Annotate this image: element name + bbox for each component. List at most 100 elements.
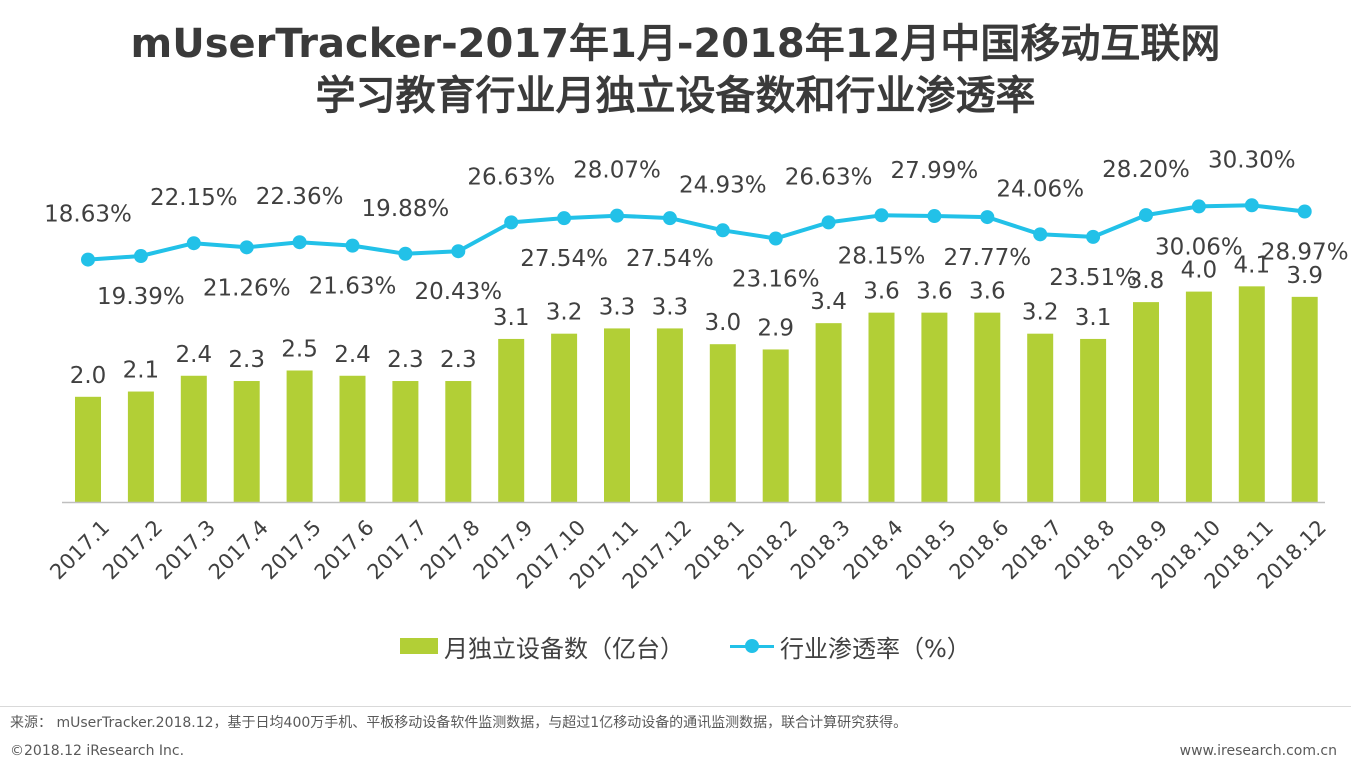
line-label-2018.8: 23.51% [1049,265,1137,291]
bar-2017.4 [233,381,260,502]
bar-2017.6 [339,375,366,502]
bar-label-2017.6: 2.4 [334,342,371,368]
line-point-2018.6 [980,210,995,225]
line-point-2017.3 [186,236,201,251]
line-point-2018.12 [1297,204,1312,219]
legend-label-penetration: 行业渗透率（%） [780,634,971,663]
bar-2018.5 [921,312,948,502]
bar-label-2018.12: 3.9 [1286,263,1323,289]
line-point-2017.8 [451,244,466,259]
bar-label-2017.3: 2.4 [176,342,213,368]
labels-layer: 2.0 2.1 2.4 2.3 2.5 2.4 2.3 2.3 3.1 3.2 3.3 3.3 3.0 2… [44,147,1348,388]
line-label-2017.4: 21.26% [203,275,291,301]
line-label-2018.10: 30.06% [1155,234,1243,260]
line-label-2017.2: 19.39% [97,284,185,310]
bar-label-2017.11: 3.3 [599,294,636,320]
line-label-2017.7: 19.88% [362,196,450,222]
line-label-2018.3: 26.63% [785,164,873,190]
line-point-2018.4 [874,208,889,223]
footer-divider [0,706,1351,707]
bar-label-2018.4: 3.6 [863,279,900,305]
line-point-2017.1 [81,252,95,267]
legend-item-devices: 月独立设备数（亿台） [400,626,684,666]
legend-item-penetration: 行业渗透率（%） [730,626,971,666]
bar-label-2018.1: 3.0 [705,310,742,336]
line-point-2018.9 [1139,208,1153,223]
line-label-2017.8: 20.43% [414,279,502,305]
bar-label-2018.8: 3.1 [1075,305,1112,331]
bar-2017.10 [551,333,578,502]
source-note: 来源： mUserTracker.2018.12，基于日均400万手机、平板移动… [10,715,908,731]
bar-label-2018.3: 3.4 [810,289,847,315]
bar-2018.9 [1133,302,1159,502]
bar-label-2017.10: 3.2 [546,300,583,326]
line-label-2018.12: 28.97% [1261,239,1349,265]
bar-2017.1 [75,396,101,502]
bar-label-2017.7: 2.3 [387,347,424,373]
bar-label-2018.2: 2.9 [757,315,794,341]
bar-label-2018.6: 3.6 [969,279,1006,305]
line-point-2018.10 [1191,199,1206,214]
line-label-2018.11: 30.30% [1208,147,1296,173]
legend-label-devices: 月独立设备数（亿台） [444,634,684,663]
bar-label-2017.4: 2.3 [228,347,265,373]
bar-2018.7 [1027,333,1054,502]
bar-label-2017.2: 2.1 [123,358,160,384]
legend-bar-swatch [400,638,438,654]
line-point-2018.11 [1244,198,1259,213]
bar-2018.6 [974,312,1001,502]
bars-layer [75,286,1318,502]
line-label-2018.7: 24.06% [996,176,1084,202]
bar-label-2017.9: 3.1 [493,305,530,331]
bar-2017.5 [286,370,313,502]
line-point-2018.8 [1086,229,1101,244]
line-label-2018.6: 27.77% [943,245,1031,271]
line-point-2017.10 [557,211,572,226]
bar-2018.12 [1291,296,1318,502]
line-point-2018.3 [821,215,836,230]
line-label-2017.6: 21.63% [309,274,397,300]
line-label-2018.2: 23.16% [732,267,820,293]
bar-2018.11 [1238,286,1265,502]
line-point-2017.4 [239,240,254,255]
line-label-2018.4: 28.15% [838,243,926,269]
bar-label-2017.12: 3.3 [652,294,689,320]
line-label-2018.1: 24.93% [679,172,767,198]
bar-2017.9 [498,338,525,502]
bar-2017.3 [180,375,207,502]
line-point-2017.6 [345,238,360,253]
line-label-2017.12: 27.54% [626,246,714,272]
line-point-2017.2 [133,249,148,264]
legend-line-swatch [730,636,774,656]
bar-2017.8 [445,381,472,502]
bar-label-2018.5: 3.6 [916,279,953,305]
line-point-2018.2 [768,231,783,246]
penetration-line [87,203,1305,262]
bar-label-2018.7: 3.2 [1022,300,1059,326]
chart-title-line-2: 学习教育行业月独立设备数和行业渗透率 [315,73,1036,119]
line-label-2017.11: 28.07% [573,158,661,184]
bar-label-2017.5: 2.5 [281,337,318,363]
line-label-2018.9: 28.20% [1102,157,1190,183]
bar-2018.8 [1080,338,1107,502]
bar-2017.12 [656,328,683,502]
line-point-2017.12 [662,211,677,226]
bar-2018.10 [1185,291,1212,502]
line-label-2017.5: 22.36% [256,184,344,210]
bar-2017.7 [392,381,419,502]
bar-2017.2 [127,391,154,502]
line-point-2017.5 [292,235,307,250]
line-point-2018.5 [927,209,942,224]
bar-label-2018.10: 4.0 [1181,258,1218,284]
line-label-2017.3: 22.15% [150,185,238,211]
legend: 月独立设备数（亿台） 行业渗透率（%） [0,626,1351,666]
line-point-2017.9 [504,215,519,230]
chart-title-line-1: mUserTracker-2017年1月-2018年12月中国移动互联网 [130,21,1221,67]
line-point-2017.11 [610,208,624,223]
bar-label-2017.8: 2.3 [440,347,477,373]
line-label-2017.9: 26.63% [467,164,555,190]
bar-2018.4 [868,312,895,502]
bar-2018.1 [709,344,736,502]
line-point-2018.1 [715,223,730,238]
chart-title: mUserTracker-2017年1月-2018年12月中国移动互联网 学习教… [0,18,1351,122]
